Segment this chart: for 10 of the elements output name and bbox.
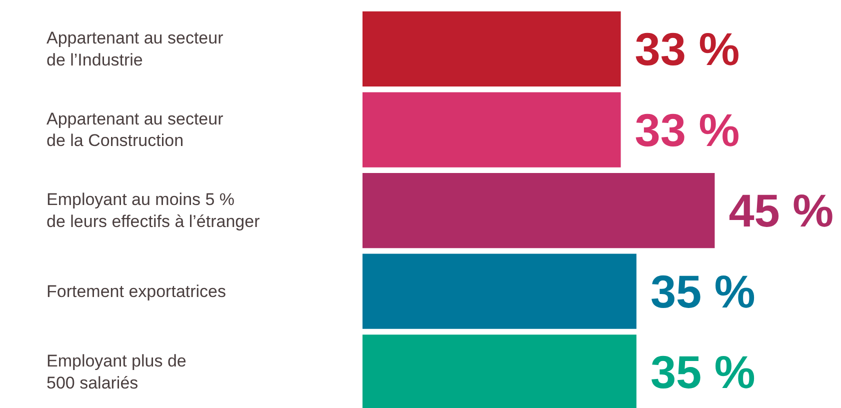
y-tick-label: Fortement exportatrices xyxy=(46,282,226,301)
data-label: 33 % xyxy=(634,104,740,156)
y-tick-label: Appartenant au secteur de l’Industrie xyxy=(46,28,224,70)
data-label: 35 % xyxy=(650,265,756,318)
data-label: 35 % xyxy=(650,346,756,398)
y-tick-label: Employant au moins 5 % de leurs effectifs à l’étranger xyxy=(46,190,260,231)
y-tick-label: Employant plus de 500 salariés xyxy=(46,352,186,393)
data-label: 33 % xyxy=(634,22,740,75)
y-tick-label: Appartenant au secteur de la Construction xyxy=(46,109,224,150)
data-label: 45 % xyxy=(728,184,834,237)
